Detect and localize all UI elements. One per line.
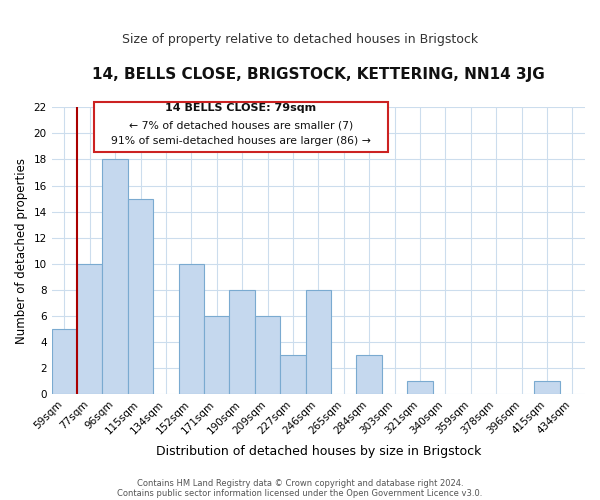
- Title: 14, BELLS CLOSE, BRIGSTOCK, KETTERING, NN14 3JG: 14, BELLS CLOSE, BRIGSTOCK, KETTERING, N…: [92, 68, 545, 82]
- Bar: [52, 329, 77, 394]
- Bar: [255, 316, 280, 394]
- FancyBboxPatch shape: [94, 102, 388, 152]
- Text: Contains HM Land Registry data © Crown copyright and database right 2024.: Contains HM Land Registry data © Crown c…: [137, 478, 463, 488]
- Bar: [77, 264, 103, 394]
- Bar: [305, 290, 331, 395]
- Bar: [204, 316, 229, 394]
- X-axis label: Distribution of detached houses by size in Brigstock: Distribution of detached houses by size …: [155, 444, 481, 458]
- Bar: [229, 290, 255, 395]
- Bar: [407, 382, 433, 394]
- Text: ← 7% of detached houses are smaller (7): ← 7% of detached houses are smaller (7): [129, 120, 353, 130]
- Text: Contains public sector information licensed under the Open Government Licence v3: Contains public sector information licen…: [118, 488, 482, 498]
- Text: 91% of semi-detached houses are larger (86) →: 91% of semi-detached houses are larger (…: [111, 136, 371, 146]
- Y-axis label: Number of detached properties: Number of detached properties: [15, 158, 28, 344]
- Bar: [280, 356, 305, 395]
- Bar: [103, 160, 128, 394]
- Text: Size of property relative to detached houses in Brigstock: Size of property relative to detached ho…: [122, 32, 478, 46]
- Bar: [534, 382, 560, 394]
- Bar: [356, 356, 382, 395]
- Bar: [128, 198, 153, 394]
- Bar: [179, 264, 204, 394]
- Text: 14 BELLS CLOSE: 79sqm: 14 BELLS CLOSE: 79sqm: [166, 103, 317, 113]
